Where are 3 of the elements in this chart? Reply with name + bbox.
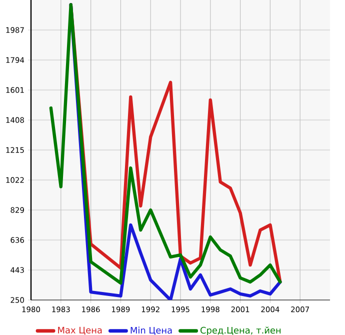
legend-label: Min Цена [130, 326, 172, 335]
legend-label: Сред.Цена, т.йен [200, 326, 281, 335]
legend-label: Max Цена [58, 326, 102, 335]
